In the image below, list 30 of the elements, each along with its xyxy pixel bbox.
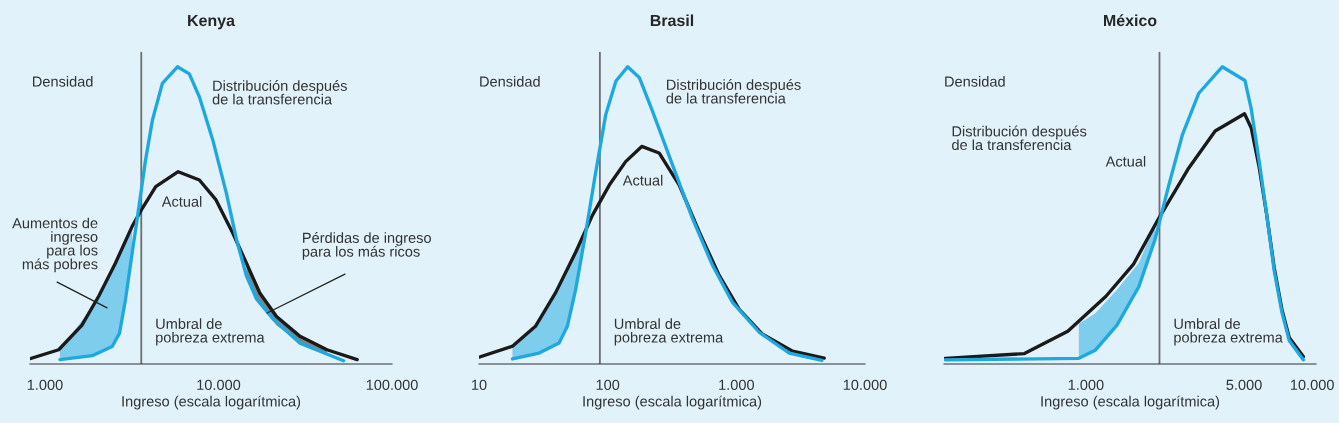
ref-line-label: Umbral de pobreza extrema [156, 318, 265, 346]
x-tick-label: 10.000 [843, 379, 887, 390]
chart-title: Brasil [650, 14, 694, 27]
annotation: Distribución después de la transferencia [952, 125, 1087, 151]
x-tick-label: 1.000 [27, 379, 63, 390]
ref-line-label: Umbral de pobreza extrema [614, 318, 724, 346]
annotation: Pérdidas de ingreso para los más ricos [302, 232, 431, 260]
x-axis-title: Ingreso (escala logarítmica) [583, 395, 762, 410]
chart-title: Kenya [188, 15, 236, 30]
annotation: Distribución después de la transferencia [212, 80, 347, 105]
annotation: Aumentos de ingreso para los más pobres [12, 217, 98, 273]
ref-line-label: Umbral de pobreza extrema [1174, 318, 1283, 346]
x-tick-label: 100.000 [366, 379, 418, 390]
x-tick-label: 1.000 [1068, 379, 1104, 390]
x-tick-label: 10.000 [1290, 379, 1334, 390]
annotation: Distribución después de la transferencia [666, 79, 801, 104]
x-axis-title: Ingreso (escala logarítmica) [122, 395, 301, 410]
x-tick-label: 1.000 [719, 379, 755, 390]
annotation: Densidad [33, 76, 93, 87]
x-tick-label: 100 [596, 379, 620, 390]
annotation: Actual [1105, 155, 1146, 167]
x-tick-label: 5.000 [1226, 379, 1262, 390]
annotation: Densidad [480, 76, 540, 87]
annotation: Actual [161, 196, 202, 207]
annotation: Densidad [945, 76, 1005, 87]
chart-title: México [1104, 14, 1157, 27]
x-tick-label: 10.000 [197, 379, 241, 390]
x-tick-label: 10 [472, 379, 487, 390]
x-axis-title: Ingreso (escala logarítmica) [1041, 395, 1220, 410]
annotation: Actual [622, 174, 663, 186]
